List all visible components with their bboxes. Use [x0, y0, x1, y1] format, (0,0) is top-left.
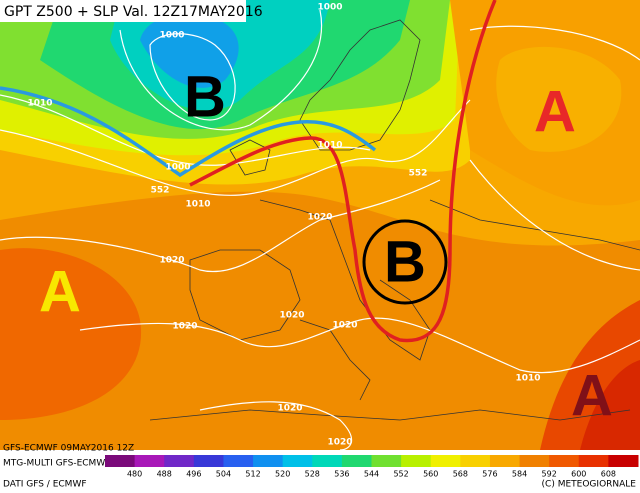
colorbar-cell [134, 455, 165, 467]
isobar-label: 1020 [159, 256, 184, 266]
trough-line-red [189, 0, 497, 343]
height-label: 552 [151, 186, 170, 196]
isobar-label: 1020 [279, 311, 304, 321]
colorbar-label: 480 [127, 470, 142, 479]
isobar-label: 1010 [317, 141, 342, 151]
low-letter: B [184, 65, 226, 130]
colorbar-label: 608 [601, 470, 616, 479]
colorbar-cell [164, 455, 195, 467]
colorbar-label: 584 [512, 470, 527, 479]
trough-line-blue [0, 86, 377, 178]
colorbar-label: 496 [186, 470, 201, 479]
high-letter: A [534, 80, 576, 145]
map-title: GPT Z500 + SLP Val. 12Z17MAY2016 [4, 4, 263, 20]
colorbar-cell [282, 455, 313, 467]
isobar-label: 1010 [515, 374, 540, 384]
isobar-label: 1020 [327, 438, 352, 448]
colorbar-label: 504 [216, 470, 231, 479]
isobar-label: 1000 [317, 3, 342, 13]
run-info: GFS-ECMWF 09MAY2016 12Z [3, 444, 134, 454]
colorbar: 480 488 496 504 512 520 528 536 544 552 560 568 576 5… [105, 455, 639, 479]
colorbar-label: 536 [334, 470, 349, 479]
colorbar-label: 576 [482, 470, 497, 479]
colorbar-cell [223, 455, 254, 467]
colorbar-label: 592 [542, 470, 557, 479]
colorbar-cell [312, 455, 343, 467]
model-info: MTG-MULTI GFS-ECMWF [3, 459, 110, 469]
isobar-label: 1010 [27, 99, 52, 109]
colorbar-cell [105, 455, 136, 467]
copyright: (C) METEOGIORNALE [542, 480, 637, 490]
isobar-label: 1000 [165, 163, 190, 173]
colorbar-cell [401, 455, 432, 467]
isobar-label: 1020 [307, 213, 332, 223]
data-source: DATI GFS / ECMWF [3, 480, 87, 490]
colorbar-cell [519, 455, 550, 467]
colorbar-label: 560 [423, 470, 438, 479]
isobar-labels: 1000 1000 1010 1000 552 1010 1010 552 10… [27, 3, 540, 448]
isobar-label: 1020 [277, 404, 302, 414]
colorbar-cell [253, 455, 284, 467]
colorbar-cell [341, 455, 372, 467]
high-letter: A [571, 364, 613, 429]
colorbar-cell [549, 455, 580, 467]
colorbar-cell [430, 455, 461, 467]
colorbar-cell [371, 455, 402, 467]
height-label: 552 [409, 169, 428, 179]
isobar-label: 1020 [332, 321, 357, 331]
isobars [0, 9, 640, 451]
low-letter: B [384, 230, 426, 295]
colorbar-cell [193, 455, 224, 467]
colorbar-label: 520 [275, 470, 290, 479]
colorbar-label: 512 [245, 470, 260, 479]
colorbar-label: 488 [157, 470, 172, 479]
colorbar-cell [608, 455, 639, 467]
low-circle [362, 219, 448, 305]
colorbar-label: 600 [571, 470, 586, 479]
isobar-label: 1000 [159, 31, 184, 41]
colorbar-cell [460, 455, 491, 467]
high-letter: A [39, 260, 81, 325]
isobar-label: 1010 [185, 200, 210, 210]
pressure-letters: B A A B A [39, 65, 613, 429]
title-box [0, 0, 246, 22]
colorbar-label: 568 [453, 470, 468, 479]
isobar-label: 1020 [172, 322, 197, 332]
map-background [0, 0, 640, 450]
colorbar-label: 528 [305, 470, 320, 479]
colorbar-label: 552 [393, 470, 408, 479]
colorbar-cell [578, 455, 609, 467]
colorbar-cell [489, 455, 521, 467]
colorbar-label: 544 [364, 470, 379, 479]
